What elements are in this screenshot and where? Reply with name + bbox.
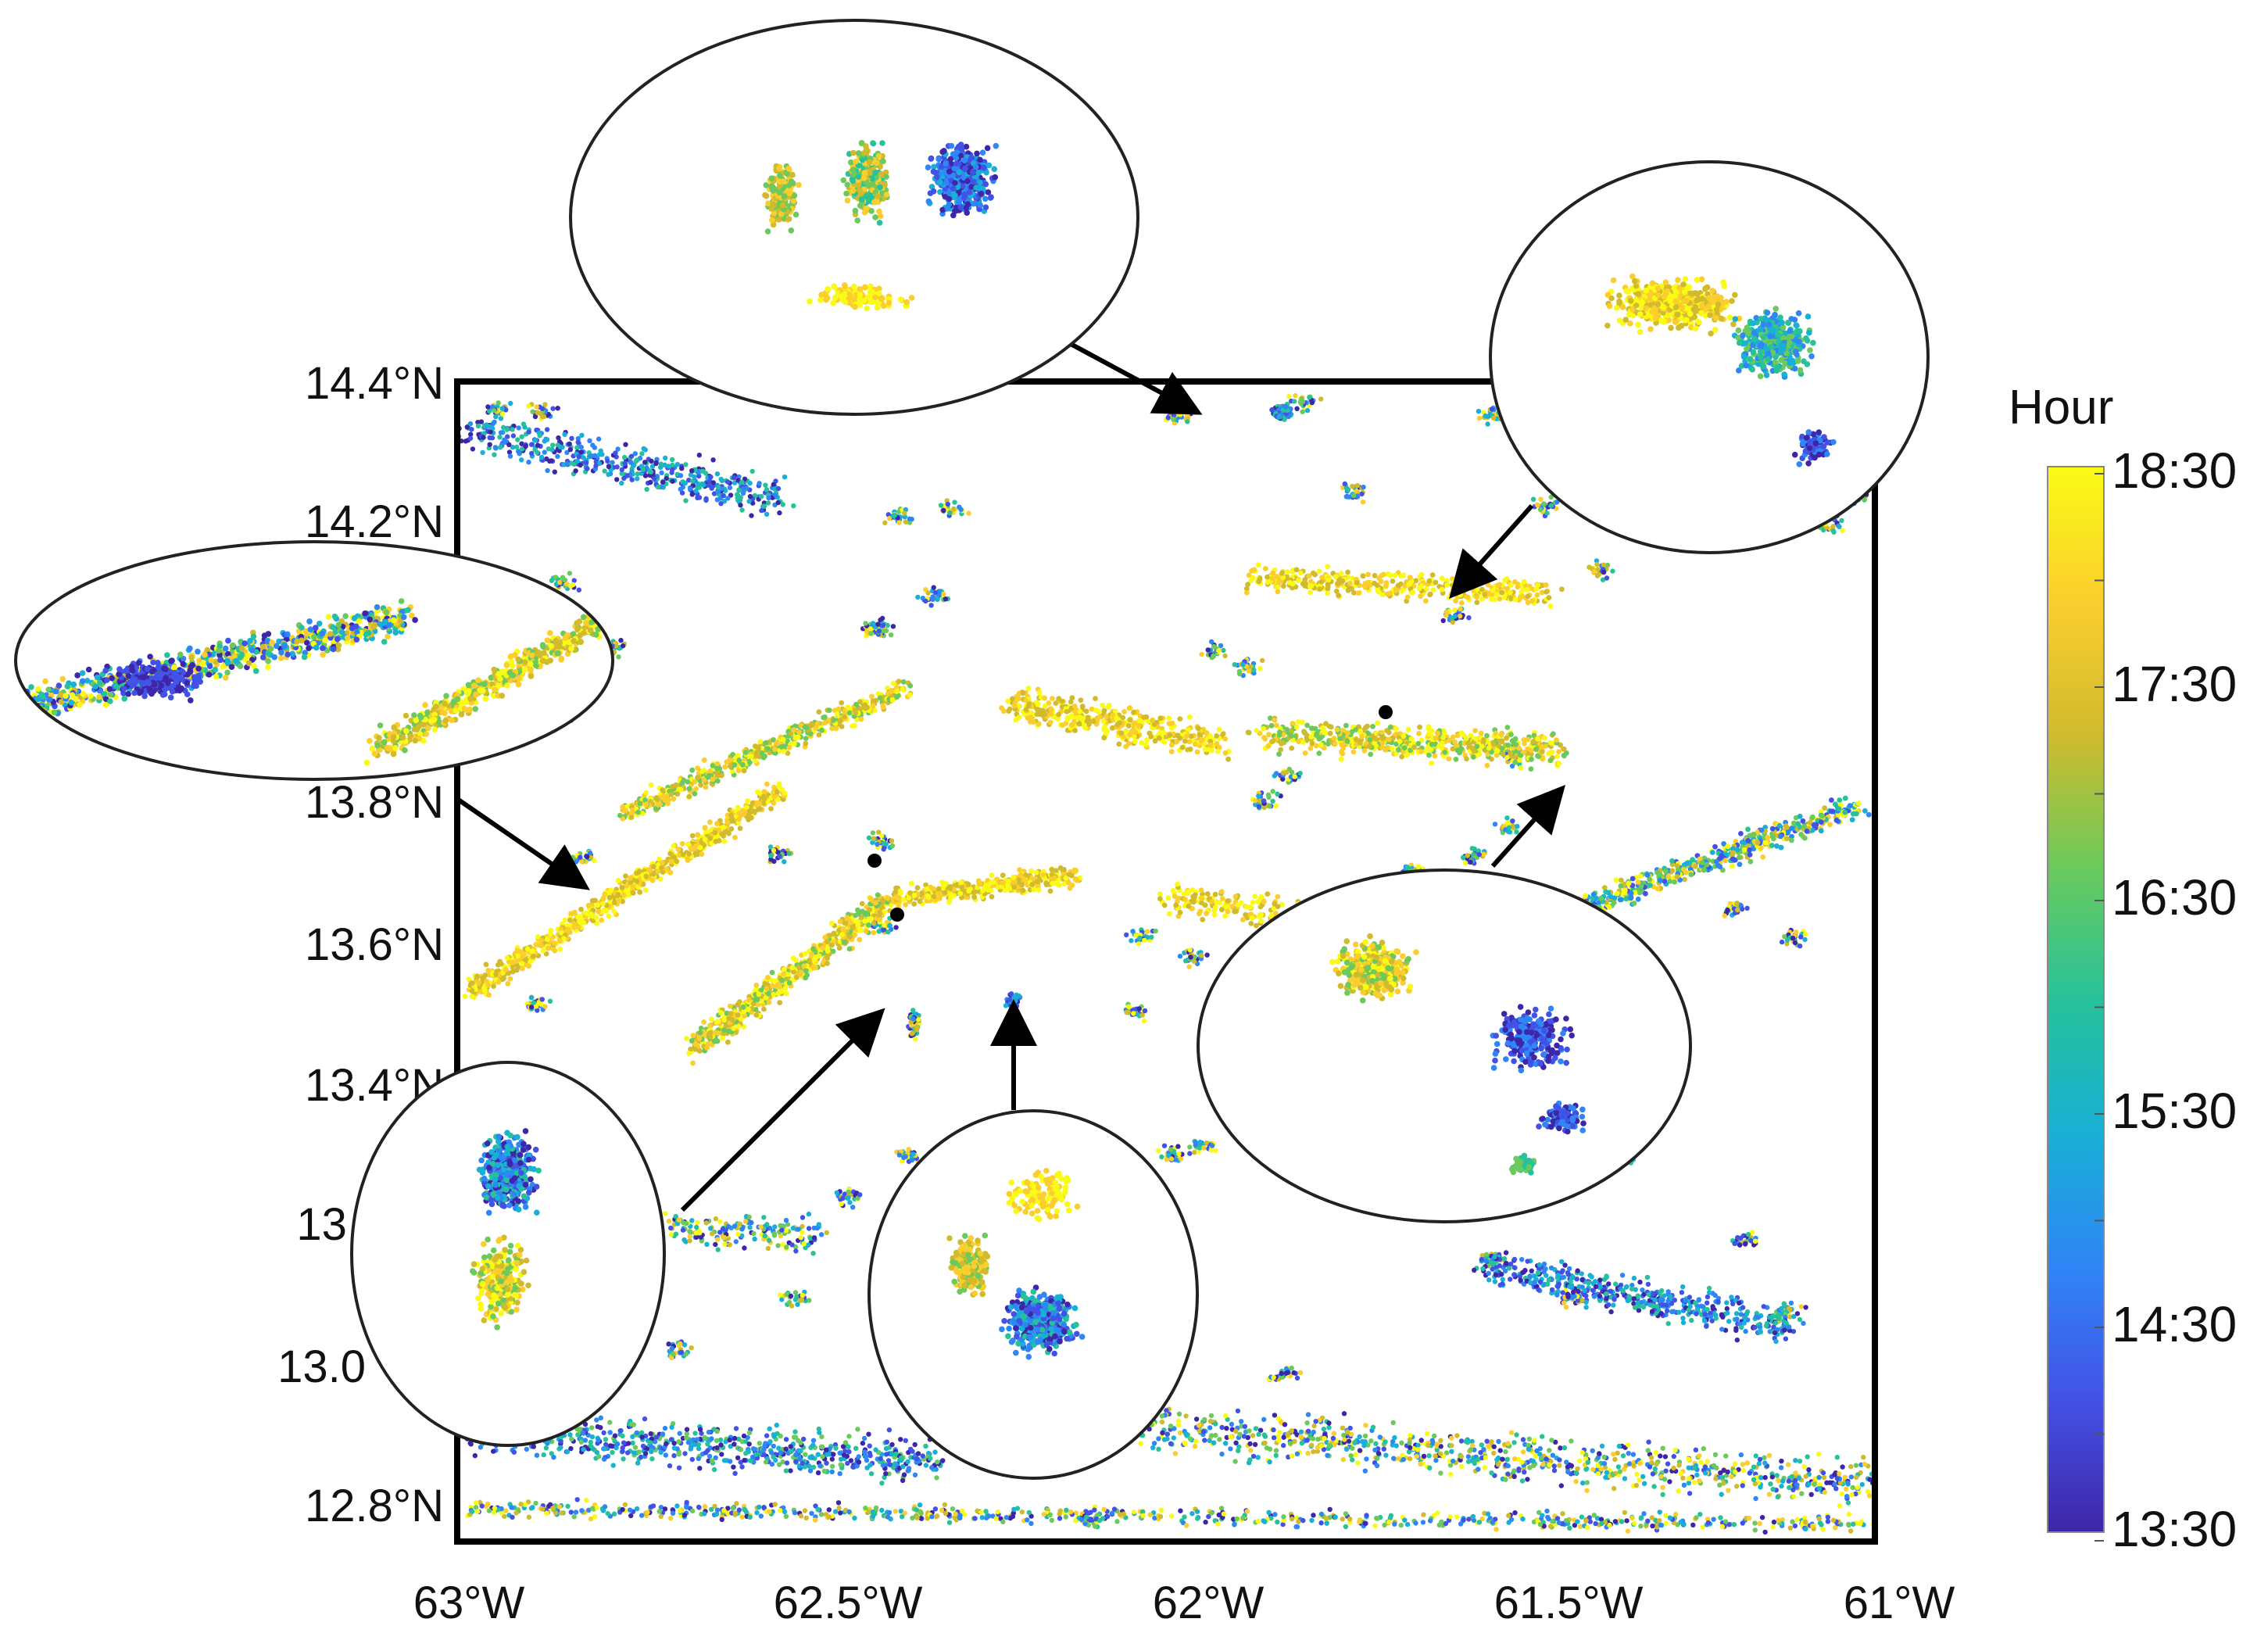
lat-tick-label: 13.8°N	[305, 777, 444, 828]
location-marker	[867, 854, 882, 868]
colorbar-tick-label: 16:30	[2112, 869, 2237, 926]
inset-zoom-bottom-left	[350, 1061, 666, 1447]
colorbar-tick-label: 17:30	[2112, 656, 2237, 712]
inset-zoom-left	[14, 540, 614, 781]
inset-zoom-right	[1197, 868, 1692, 1223]
arrow-left	[456, 797, 590, 890]
colorbar-tick-label: 18:30	[2112, 442, 2237, 499]
lon-tick-label: 63°W	[413, 1577, 525, 1628]
lat-tick-label: 12.8°N	[305, 1481, 444, 1531]
colorbar-tick-label: 14:30	[2112, 1296, 2237, 1352]
lat-tick-label: 13.	[296, 1199, 360, 1250]
inset-zoom-top-right	[1489, 160, 1930, 554]
inset-zoom-top	[569, 19, 1139, 416]
location-marker	[890, 908, 904, 922]
inset-arrows	[456, 342, 1566, 1212]
zoom-insets	[14, 19, 1930, 1480]
lat-tick-label: 14.4°N	[305, 358, 444, 409]
colorbar-gradient	[2047, 466, 2105, 1533]
colorbar-tick-marks	[2095, 473, 2104, 1542]
arrow-top-right	[1449, 504, 1534, 599]
arrow-top	[1069, 342, 1203, 415]
lat-tick-label: 14.2°N	[305, 496, 444, 547]
location-markers	[867, 705, 1393, 922]
inset-zoom-bottom-center	[867, 1109, 1199, 1480]
lon-tick-labels: 63°W 62.5°W 62°W 61.5°W 61°W	[413, 1577, 1955, 1628]
lon-tick-label: 62°W	[1153, 1577, 1265, 1628]
lat-tick-labels: 14.4°N 14.2°N 13.8°N 13.6°N 13.4°N 13. 1…	[277, 358, 444, 1531]
lon-tick-label: 62.5°W	[774, 1577, 923, 1628]
colorbar-title: Hour	[2009, 381, 2113, 435]
arrow-bottom-left	[680, 1008, 885, 1212]
location-marker	[1379, 705, 1393, 719]
colorbar-tick-label: 13:30	[2112, 1501, 2237, 1557]
lat-tick-label: 13.0	[277, 1341, 366, 1392]
colorbar-tick-label: 15:30	[2112, 1083, 2237, 1139]
colorbar: Hour 18:30 17:30 16:30 15:30 14:30 13:30	[2009, 381, 2237, 1557]
lon-tick-label: 61°W	[1844, 1577, 1955, 1628]
arrow-right	[1490, 785, 1566, 868]
lon-tick-label: 61.5°W	[1494, 1577, 1644, 1628]
lat-tick-label: 13.6°N	[305, 919, 444, 970]
